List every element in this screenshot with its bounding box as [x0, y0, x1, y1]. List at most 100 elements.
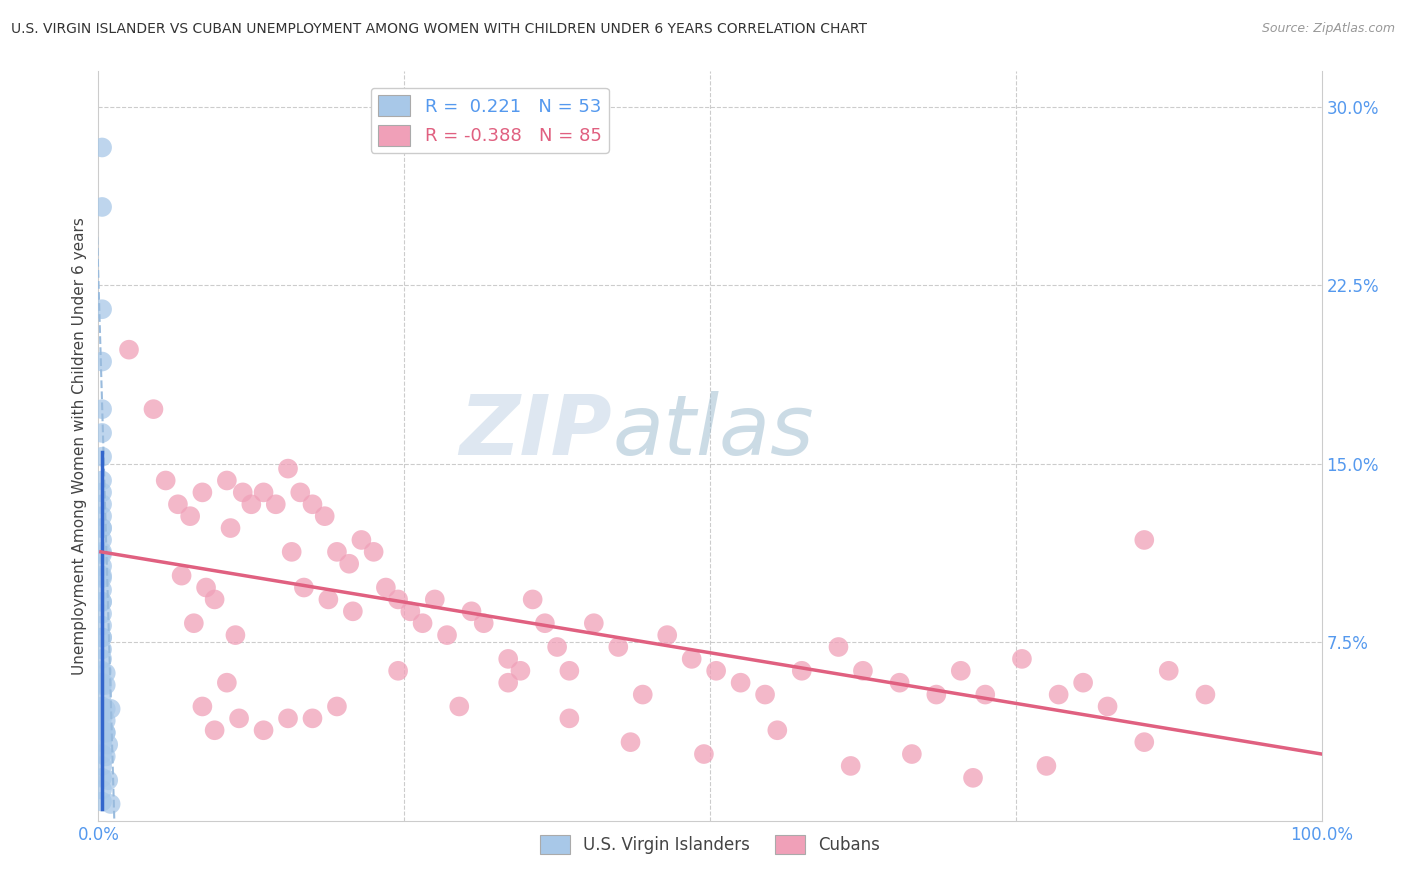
Point [183, 616, 205, 631]
Point [387, 664, 409, 678]
Point [91, 474, 114, 488]
Point [91, 547, 114, 561]
Point [91, 509, 114, 524]
Text: ZIP: ZIP [460, 391, 612, 472]
Point [91, 688, 114, 702]
Point [657, 628, 679, 642]
Point [290, 485, 312, 500]
Text: U.S. VIRGIN ISLANDER VS CUBAN UNEMPLOYMENT AMONG WOMEN WITH CHILDREN UNDER 6 YEA: U.S. VIRGIN ISLANDER VS CUBAN UNEMPLOYME… [11, 22, 868, 37]
Point [558, 664, 581, 678]
Point [619, 735, 641, 749]
Point [91, 450, 114, 464]
Point [91, 582, 114, 597]
Point [264, 497, 287, 511]
Point [974, 688, 997, 702]
Point [337, 557, 360, 571]
Point [94, 666, 117, 681]
Point [460, 604, 482, 618]
Point [91, 571, 114, 585]
Point [790, 664, 813, 678]
Point [91, 735, 114, 749]
Point [219, 521, 242, 535]
Point [155, 474, 177, 488]
Point [582, 616, 605, 631]
Text: atlas: atlas [612, 391, 814, 472]
Point [1133, 735, 1156, 749]
Point [509, 664, 531, 678]
Point [449, 699, 471, 714]
Point [191, 485, 214, 500]
Point [91, 545, 114, 559]
Point [91, 631, 114, 645]
Point [704, 664, 727, 678]
Point [195, 581, 218, 595]
Point [91, 485, 114, 500]
Point [280, 545, 302, 559]
Point [94, 749, 117, 764]
Point [363, 545, 385, 559]
Point [91, 425, 114, 440]
Point [91, 782, 114, 797]
Point [91, 302, 114, 317]
Point [1071, 675, 1094, 690]
Point [91, 699, 114, 714]
Point [326, 545, 349, 559]
Point [232, 485, 254, 500]
Point [91, 497, 114, 511]
Point [170, 568, 193, 582]
Point [97, 773, 120, 788]
Point [167, 497, 190, 511]
Point [472, 616, 495, 631]
Text: Source: ZipAtlas.com: Source: ZipAtlas.com [1261, 22, 1395, 36]
Point [277, 461, 299, 475]
Point [91, 533, 114, 547]
Legend: U.S. Virgin Islanders, Cubans: U.S. Virgin Islanders, Cubans [533, 829, 887, 861]
Point [91, 140, 114, 154]
Point [91, 595, 114, 609]
Point [215, 474, 238, 488]
Point [374, 581, 396, 595]
Point [399, 604, 422, 618]
Point [91, 631, 114, 645]
Point [91, 607, 114, 621]
Point [949, 664, 972, 678]
Point [191, 699, 214, 714]
Point [91, 354, 114, 368]
Point [91, 618, 114, 632]
Point [766, 723, 789, 738]
Point [91, 595, 114, 609]
Point [292, 581, 315, 595]
Point [228, 711, 250, 725]
Point [94, 725, 117, 739]
Point [412, 616, 434, 631]
Point [546, 640, 568, 654]
Point [681, 652, 703, 666]
Point [100, 702, 122, 716]
Point [240, 497, 263, 511]
Point [1047, 688, 1070, 702]
Point [534, 616, 557, 631]
Point [1194, 688, 1216, 702]
Point [100, 797, 122, 811]
Point [91, 771, 114, 785]
Point [631, 688, 654, 702]
Point [1157, 664, 1180, 678]
Point [91, 559, 114, 574]
Point [423, 592, 446, 607]
Point [558, 711, 581, 725]
Y-axis label: Unemployment Among Women with Children Under 6 years: Unemployment Among Women with Children U… [72, 217, 87, 675]
Point [91, 723, 114, 738]
Point [314, 509, 336, 524]
Point [91, 521, 114, 535]
Point [91, 200, 114, 214]
Point [204, 592, 226, 607]
Point [827, 640, 849, 654]
Point [436, 628, 458, 642]
Point [91, 664, 114, 678]
Point [215, 675, 238, 690]
Point [91, 759, 114, 773]
Point [204, 723, 226, 738]
Point [91, 568, 114, 582]
Point [94, 678, 117, 692]
Point [326, 699, 349, 714]
